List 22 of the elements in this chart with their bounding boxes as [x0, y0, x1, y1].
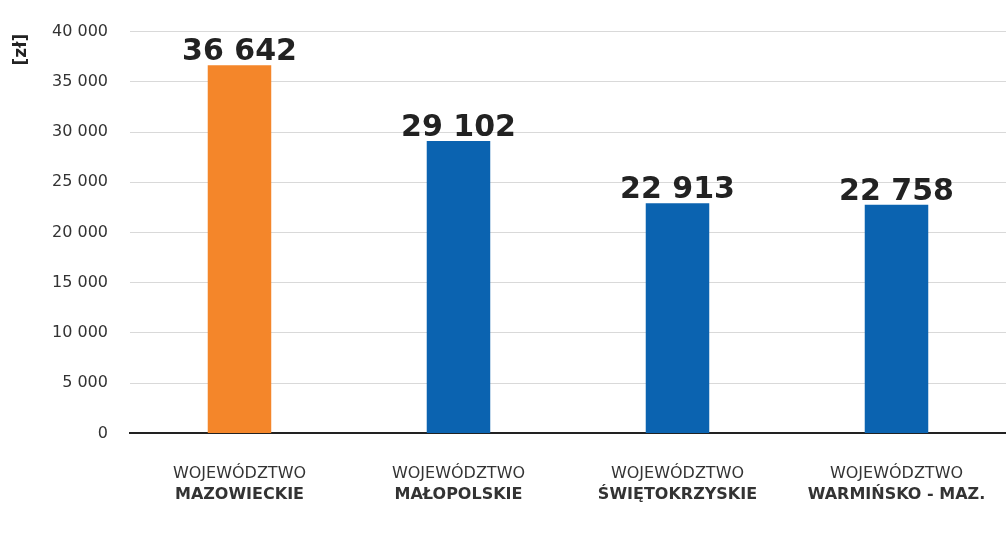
bar [645, 203, 710, 433]
x-tick-label: WOJEWÓDZTWO WARMIŃSKO - MAZ. [807, 462, 986, 503]
data-label: 29 102 [401, 107, 516, 143]
y-tick-label: 30 000 [52, 121, 108, 141]
y-axis-title: [zł] [10, 33, 31, 66]
x-tick-label: WOJEWÓDZTWO MAŁOPOLSKIE [391, 462, 526, 503]
x-tick-label: WOJEWÓDZTWO MAZOWIECKIE [172, 462, 307, 503]
y-tick-label: 20 000 [52, 221, 108, 241]
bar [207, 65, 272, 433]
bar [426, 141, 491, 433]
data-label: 22 758 [839, 171, 954, 207]
y-tick-label: 35 000 [52, 70, 108, 90]
x-tick-label: WOJEWÓDZTWO ŚWIĘTOKRZYSKIE [597, 462, 758, 503]
y-tick-label: 40 000 [52, 20, 108, 40]
data-label: 22 913 [620, 170, 735, 206]
y-tick-label: 10 000 [52, 322, 108, 342]
data-label: 36 642 [182, 32, 297, 68]
y-tick-label: 15 000 [52, 271, 108, 291]
y-tick-label: 0 [97, 422, 108, 442]
y-tick-label: 5 000 [62, 372, 108, 392]
bar [864, 204, 929, 433]
y-tick-label: 25 000 [52, 171, 108, 191]
